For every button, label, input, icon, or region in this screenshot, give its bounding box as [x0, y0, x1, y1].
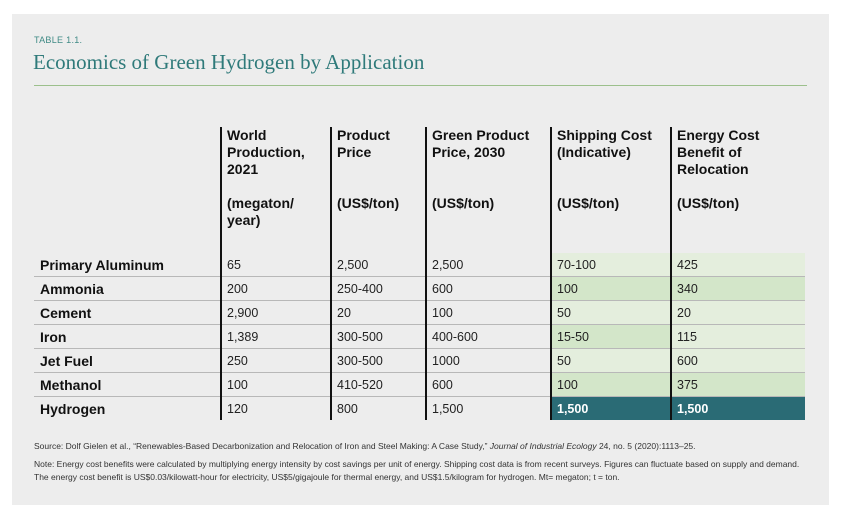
source-text: Source: Dolf Gielen et al., “Renewables-…: [34, 441, 490, 451]
row-label: Iron: [34, 324, 221, 349]
row-label-header: [34, 127, 221, 253]
row-label: Methanol: [34, 372, 221, 397]
table-cell: 100: [550, 276, 671, 301]
table-title: Economics of Green Hydrogen by Applicati…: [33, 50, 425, 74]
table-cell: 400-600: [425, 324, 551, 349]
data-table: World Production, 2021 (megaton/ year) P…: [34, 127, 805, 420]
table-cell-highlight: 1,500: [670, 396, 805, 420]
row-label: Jet Fuel: [34, 348, 221, 373]
table-cell: 600: [670, 348, 805, 373]
column-header: Shipping Cost (Indicative) (US$/ton): [550, 127, 671, 253]
table-cell: 20: [330, 300, 426, 325]
title-divider: [34, 85, 807, 86]
table-cell: 2,500: [330, 253, 426, 277]
source-journal: Journal of Industrial Ecology: [489, 441, 597, 451]
table-notes: Source: Dolf Gielen et al., “Renewables-…: [34, 440, 804, 484]
table-cell: 600: [425, 372, 551, 397]
table-cell: 100: [550, 372, 671, 397]
table-cell: 2,500: [425, 253, 551, 277]
table-cell: 1,389: [220, 324, 331, 349]
column-unit: (megaton/ year): [227, 195, 294, 228]
table-row: Iron 1,389 300-500 400-600 15-50 115: [34, 324, 805, 349]
table-row: Jet Fuel 250 300-500 1000 50 600: [34, 348, 805, 373]
source-note: Source: Dolf Gielen et al., “Renewables-…: [34, 440, 804, 453]
table-cell: 2,900: [220, 300, 331, 325]
table-row: Ammonia 200 250-400 600 100 340: [34, 276, 805, 301]
table-cell: 250-400: [330, 276, 426, 301]
table-cell: 20: [670, 300, 805, 325]
table-cell: 70-100: [550, 253, 671, 277]
row-label: Ammonia: [34, 276, 221, 301]
table-cell: 50: [550, 300, 671, 325]
column-header: Product Price (US$/ton): [330, 127, 426, 253]
table-cell: 100: [425, 300, 551, 325]
table-row: Primary Aluminum 65 2,500 2,500 70-100 4…: [34, 253, 805, 277]
table-cell: 600: [425, 276, 551, 301]
table-row: Hydrogen 120 800 1,500 1,500 1,500: [34, 396, 805, 420]
table-number-label: TABLE 1.1.: [34, 35, 83, 45]
column-name: World Production, 2021: [227, 127, 305, 177]
table-cell: 50: [550, 348, 671, 373]
column-unit: (US$/ton): [677, 195, 740, 211]
column-name: Green Product Price, 2030: [432, 127, 530, 160]
table-cell-highlight: 1,500: [550, 396, 671, 420]
method-note: Note: Energy cost benefits were calculat…: [34, 459, 800, 482]
table-cell: 120: [220, 396, 331, 420]
table-cell: 200: [220, 276, 331, 301]
table-cell: 100: [220, 372, 331, 397]
table-header-row: World Production, 2021 (megaton/ year) P…: [34, 127, 805, 253]
column-unit: (US$/ton): [432, 195, 495, 211]
column-name: Product Price: [337, 127, 390, 160]
table-cell: 425: [670, 253, 805, 277]
column-name: Shipping Cost (Indicative): [557, 127, 652, 160]
column-unit: (US$/ton): [337, 195, 400, 211]
table-cell: 1000: [425, 348, 551, 373]
table-cell: 375: [670, 372, 805, 397]
table-cell: 250: [220, 348, 331, 373]
table-cell: 300-500: [330, 324, 426, 349]
table-cell: 15-50: [550, 324, 671, 349]
table-row: Cement 2,900 20 100 50 20: [34, 300, 805, 325]
row-label: Hydrogen: [34, 396, 221, 420]
source-citation: 24, no. 5 (2020):1113–25.: [596, 441, 696, 451]
table-cell: 410-520: [330, 372, 426, 397]
table-cell: 115: [670, 324, 805, 349]
table-cell: 1,500: [425, 396, 551, 420]
table-cell: 300-500: [330, 348, 426, 373]
row-label: Primary Aluminum: [40, 256, 164, 273]
table-panel: TABLE 1.1. Economics of Green Hydrogen b…: [12, 14, 829, 505]
row-label: Cement: [34, 300, 221, 325]
column-name: Energy Cost Benefit of Relocation: [677, 127, 760, 177]
column-header: World Production, 2021 (megaton/ year): [220, 127, 331, 253]
table-cell: 800: [330, 396, 426, 420]
table-cell: 340: [670, 276, 805, 301]
column-unit: (US$/ton): [557, 195, 620, 211]
table-row: Methanol 100 410-520 600 100 375: [34, 372, 805, 397]
column-header: Energy Cost Benefit of Relocation (US$/t…: [670, 127, 805, 253]
column-header: Green Product Price, 2030 (US$/ton): [425, 127, 551, 253]
table-cell: 65: [220, 253, 331, 277]
